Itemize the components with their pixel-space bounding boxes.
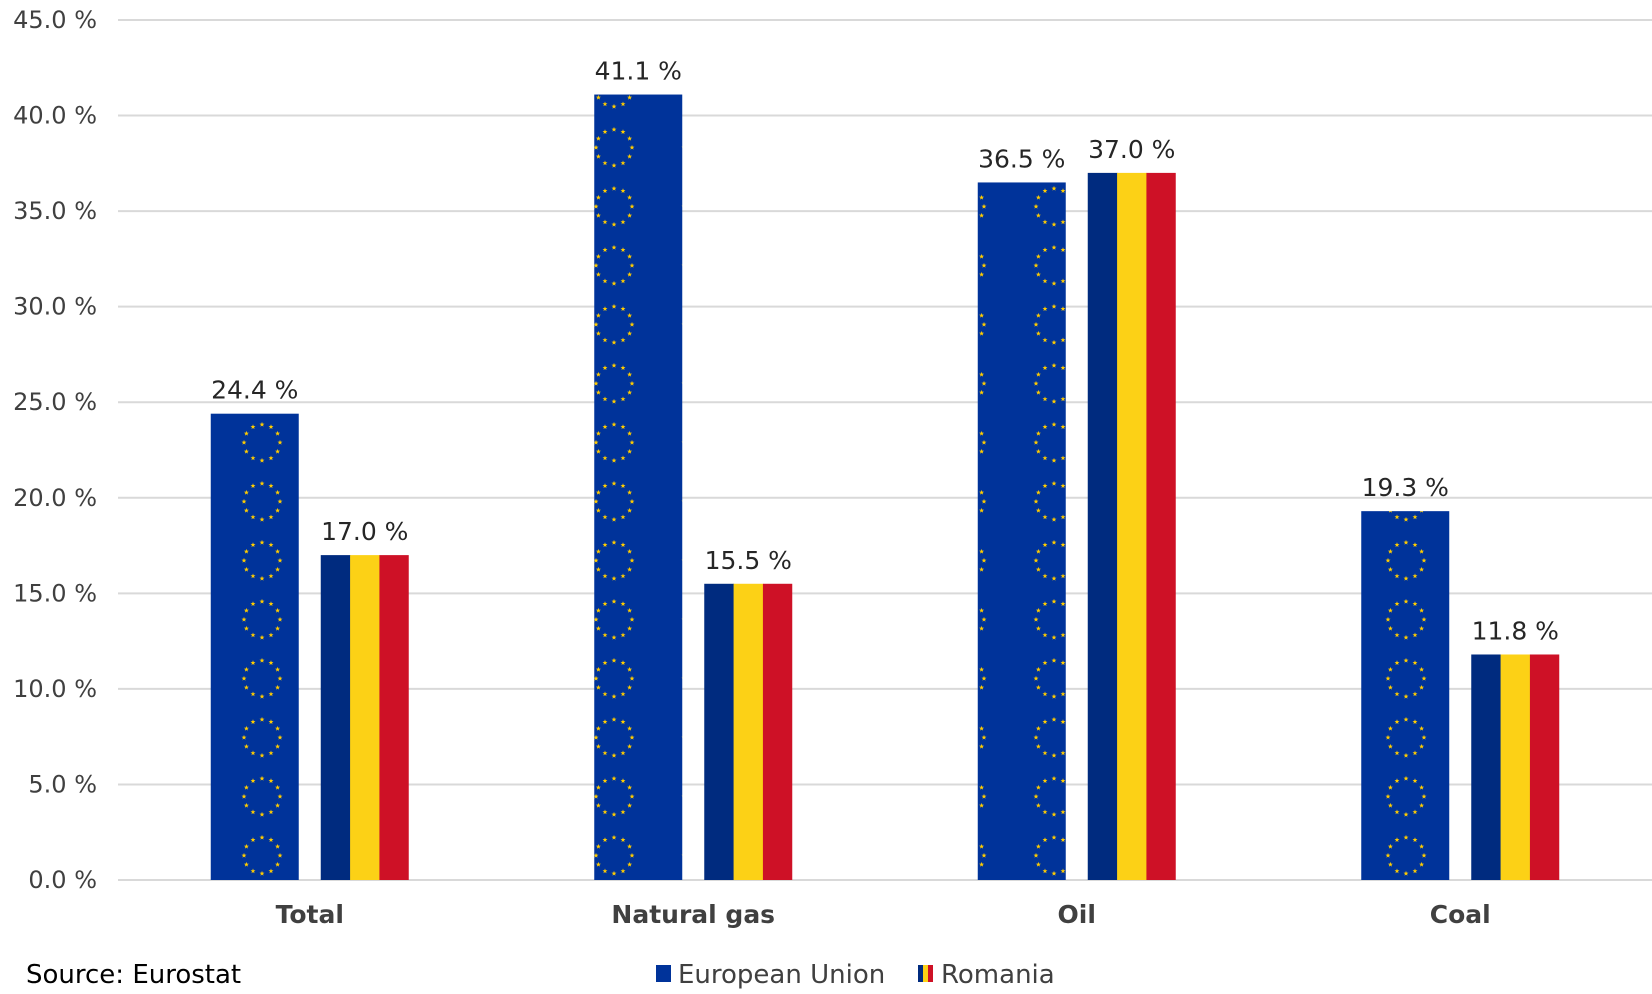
bars bbox=[210, 94, 1560, 881]
y-tick-label: 10.0 % bbox=[13, 675, 97, 703]
y-tick-label: 5.0 % bbox=[28, 770, 97, 798]
category-labels: Total Natural gas Oil Coal bbox=[276, 900, 1491, 929]
y-tick-label: 45.0 % bbox=[13, 6, 97, 34]
data-label-european-union: 19.3 % bbox=[1362, 473, 1449, 502]
data-label-european-union: 41.1 % bbox=[595, 57, 682, 86]
data-label-romania: 37.0 % bbox=[1088, 135, 1175, 164]
data-labels: 24.4 % 17.0 % 41.1 % 15.5 % 36.5 % 37.0 % 19.3… bbox=[211, 57, 1559, 646]
legend-swatch-romania-blue bbox=[918, 965, 923, 982]
y-axis-ticks: 0.0 % 5.0 % 10.0 % 15.0 % 20.0 % 25.0 % 30.0 %… bbox=[13, 6, 97, 894]
legend-label-romania: Romania bbox=[941, 960, 1055, 990]
bar-romania bbox=[1087, 172, 1176, 880]
bar-romania-stripe bbox=[1146, 172, 1176, 880]
bar-romania-stripe bbox=[733, 583, 764, 880]
data-label-romania: 15.5 % bbox=[705, 546, 792, 575]
bar-romania-stripe bbox=[1087, 172, 1118, 880]
bar-romania-stripe bbox=[1117, 172, 1147, 880]
legend: European Union Romania bbox=[656, 960, 1055, 990]
bar-european-union bbox=[1361, 511, 1450, 880]
bar-european-union bbox=[977, 182, 1066, 880]
legend-swatch-romania-yellow bbox=[923, 965, 928, 982]
bar-romania-stripe bbox=[379, 555, 409, 880]
y-tick-label: 30.0 % bbox=[13, 293, 97, 321]
y-tick-label: 0.0 % bbox=[28, 866, 97, 894]
y-tick-label: 35.0 % bbox=[13, 197, 97, 225]
category-label: Natural gas bbox=[611, 900, 775, 929]
bar-romania bbox=[320, 555, 409, 880]
legend-swatch-romania-red bbox=[928, 965, 933, 982]
bar-european-union bbox=[594, 94, 683, 881]
y-tick-label: 40.0 % bbox=[13, 102, 97, 130]
data-label-european-union: 24.4 % bbox=[211, 376, 298, 405]
data-label-european-union: 36.5 % bbox=[978, 144, 1065, 173]
bar-romania bbox=[1471, 654, 1560, 880]
bar-romania-stripe bbox=[350, 555, 380, 880]
bar-european-union bbox=[210, 413, 299, 880]
category-label: Total bbox=[276, 900, 344, 929]
bar-romania-stripe bbox=[1529, 654, 1560, 880]
bar-romania bbox=[704, 583, 793, 880]
category-label: Coal bbox=[1430, 900, 1491, 929]
category-label: Oil bbox=[1058, 900, 1096, 929]
bar-romania-stripe bbox=[320, 555, 351, 880]
bar-romania-stripe bbox=[1471, 654, 1502, 880]
source-note: Source: Eurostat bbox=[26, 960, 241, 990]
y-tick-label: 15.0 % bbox=[13, 579, 97, 607]
data-label-romania: 17.0 % bbox=[321, 517, 408, 546]
bar-romania-stripe bbox=[762, 583, 793, 880]
y-tick-label: 25.0 % bbox=[13, 388, 97, 416]
bar-romania-stripe bbox=[704, 583, 735, 880]
y-tick-label: 20.0 % bbox=[13, 484, 97, 512]
data-label-romania: 11.8 % bbox=[1472, 616, 1559, 645]
bar-romania-stripe bbox=[1500, 654, 1531, 880]
legend-label-european-union: European Union bbox=[678, 960, 885, 990]
legend-swatch-european-union bbox=[656, 965, 671, 982]
